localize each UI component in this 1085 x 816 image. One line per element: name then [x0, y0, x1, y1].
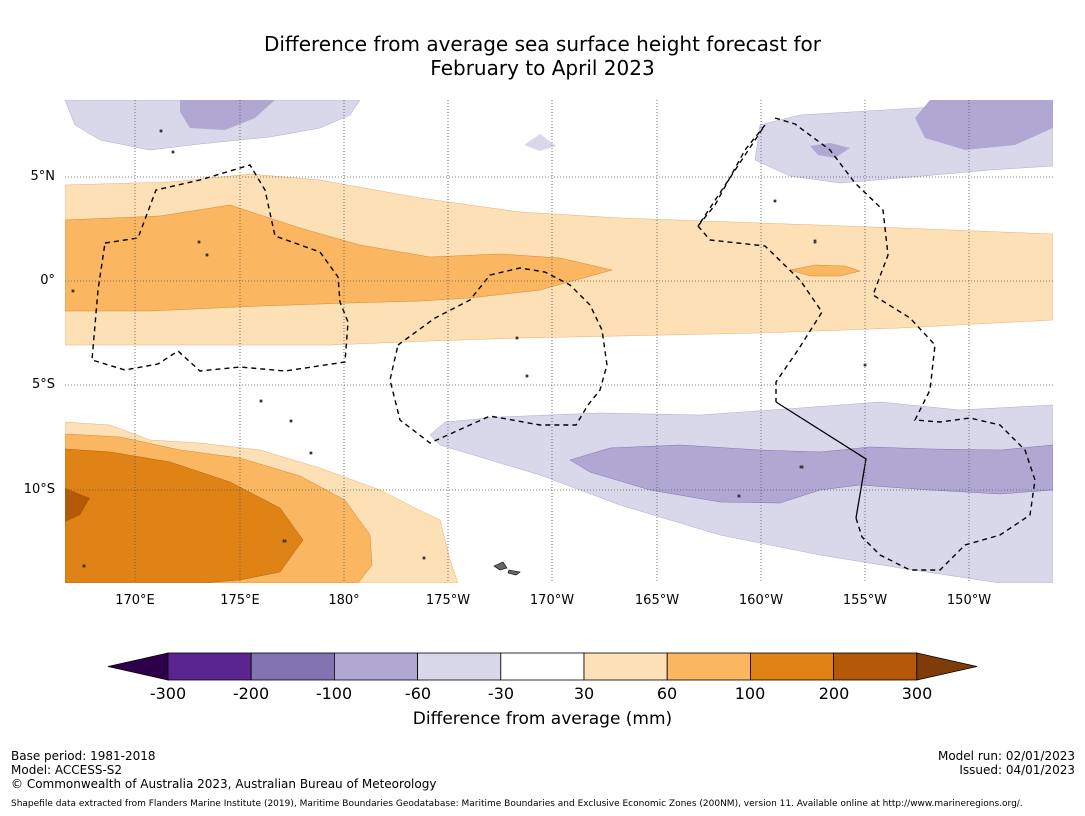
- colorbar-extend-high: [916, 652, 978, 681]
- sw-blob-darkest: [65, 488, 90, 522]
- colorbar-title: Difference from average (mm): [412, 709, 673, 729]
- lon-label-175w: 175°W: [425, 593, 471, 608]
- colorbar-swatch: [833, 652, 918, 681]
- eez-west: [91, 164, 349, 372]
- negative-patch-small: [524, 134, 556, 151]
- lon-label-150w: 150°W: [946, 593, 992, 608]
- eez-central: [389, 267, 608, 444]
- lon-label-155w: 155°W: [842, 593, 888, 608]
- title-line-2: February to April 2023: [430, 56, 655, 80]
- colorbar-swatch: [167, 652, 252, 681]
- colorbar-tick: 300: [901, 684, 933, 703]
- map-plot-area: [65, 100, 1053, 583]
- colorbar-tick: -300: [149, 684, 187, 703]
- lon-label-165w: 165°W: [634, 593, 680, 608]
- colorbar-tick: 100: [734, 684, 766, 703]
- colorbar-extend-low: [107, 652, 169, 681]
- lat-label-10s: 10°S: [23, 482, 55, 497]
- lon-label-170e: 170°E: [115, 593, 155, 608]
- gridlines: [65, 100, 1053, 583]
- colorbar-tick: -200: [232, 684, 270, 703]
- colorbar-swatch: [333, 652, 418, 681]
- lat-label-5s: 5°S: [31, 377, 55, 392]
- maritime-boundary-solid: [775, 401, 867, 519]
- colorbar-tick: -30: [487, 684, 515, 703]
- lon-label-180: 180°: [328, 593, 360, 608]
- model-run: Model run: 02/01/2023: [937, 749, 1075, 763]
- footer-left: Base period: 1981-2018 Model: ACCESS-S2 …: [11, 749, 436, 791]
- colorbar: [107, 652, 978, 681]
- base-period: Base period: 1981-2018: [11, 749, 156, 763]
- islands: [71, 129, 867, 576]
- colorbar-tick: 30: [573, 684, 595, 703]
- eez-east: [697, 117, 1036, 571]
- shapefile-footnote: Shapefile data extracted from Flanders M…: [11, 799, 1023, 809]
- model-name: Model: ACCESS-S2: [11, 763, 123, 777]
- lat-label-0: 0°: [40, 273, 55, 288]
- negative-patch-ne-medium: [915, 100, 1053, 150]
- issued-date: Issued: 04/01/2023: [959, 763, 1075, 777]
- title-line-1: Difference from average sea surface heig…: [263, 32, 822, 56]
- colorbar-swatch: [750, 652, 835, 681]
- sw-blob-dark: [65, 448, 304, 583]
- map-title: Difference from average sea surface heig…: [0, 32, 1085, 80]
- colorbar-swatch: [583, 652, 668, 681]
- colorbar-tick: 60: [656, 684, 678, 703]
- negative-band-south-medium: [569, 444, 1053, 504]
- footer-right: Model run: 02/01/2023 Issued: 04/01/2023: [938, 749, 1075, 777]
- eez-boundaries: [91, 117, 1036, 571]
- negative-patch-nw-medium: [180, 100, 275, 130]
- lon-label-175e: 175°E: [220, 593, 260, 608]
- positive-band-medium: [65, 204, 613, 312]
- colorbar-swatch: [666, 652, 751, 681]
- colorbar-swatch: [417, 652, 502, 681]
- copyright: © Commonwealth of Australia 2023, Austra…: [11, 777, 437, 791]
- colorbar-swatch: [250, 652, 335, 681]
- lat-label-5n: 5°N: [30, 169, 56, 184]
- colorbar-tick: -60: [404, 684, 432, 703]
- colorbar-tick: -100: [315, 684, 353, 703]
- lon-label-160w: 160°W: [738, 593, 784, 608]
- lon-label-170w: 170°W: [529, 593, 575, 608]
- colorbar-tick: 200: [818, 684, 850, 703]
- positive-patch-east: [789, 264, 861, 277]
- colorbar-swatch: [500, 652, 585, 681]
